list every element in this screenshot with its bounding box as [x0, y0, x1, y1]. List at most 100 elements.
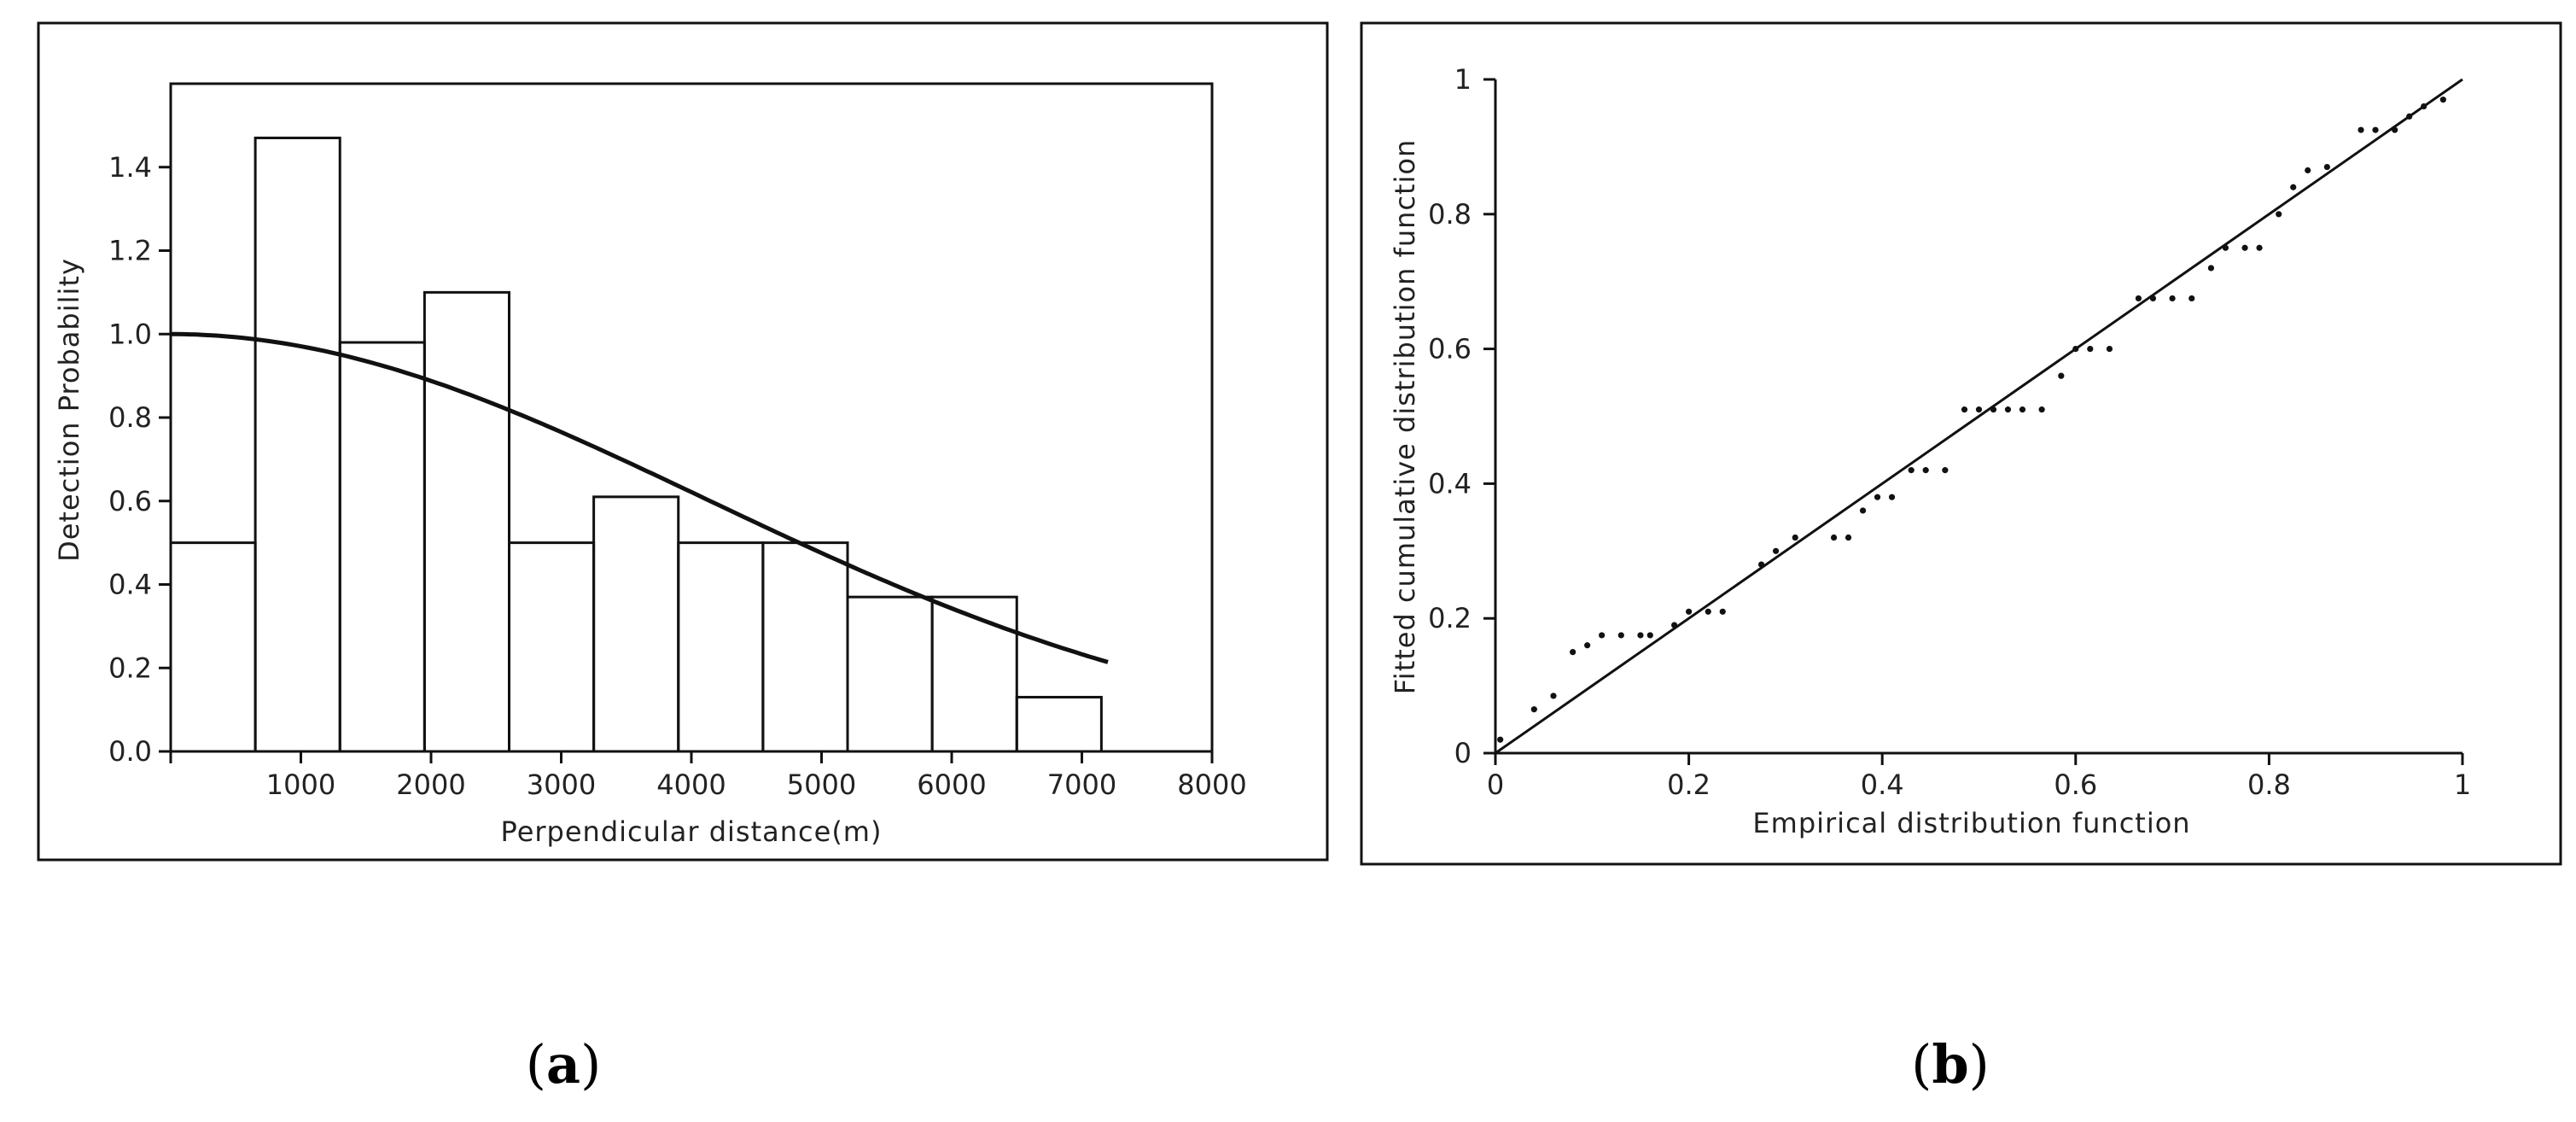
data-point — [2276, 211, 2282, 217]
data-point — [2188, 295, 2194, 301]
panel-a-y-axis-title: Detection Probability — [53, 258, 85, 562]
data-point — [2406, 114, 2412, 120]
panel-b-x-ticks: 0 0.2 0.4 0.6 0.8 1 — [1487, 753, 2471, 801]
x-tick-label: 8000 — [1177, 768, 1246, 801]
data-point — [1705, 609, 1711, 615]
y-tick-label: 1.4 — [108, 151, 152, 184]
x-tick-label: 4000 — [656, 768, 726, 801]
data-point — [1961, 406, 1967, 412]
panel-a-plot-area — [171, 84, 1212, 751]
data-point — [1976, 406, 1982, 412]
x-tick-label: 1000 — [266, 768, 335, 801]
panel-a-x-ticks: 1000 2000 3000 4000 5000 6000 7000 8000 — [171, 751, 1247, 801]
data-point — [2019, 406, 2025, 412]
data-point — [2357, 127, 2363, 133]
data-point — [1909, 467, 1915, 473]
y-tick-label: 0.4 — [1428, 467, 1472, 500]
panel-a-bars — [171, 138, 1101, 751]
data-point — [2087, 346, 2093, 352]
histogram-bar — [594, 497, 679, 751]
x-tick-label: 0.6 — [2054, 768, 2097, 801]
panel-b-points — [1497, 96, 2446, 743]
panel-b-y-ticks: 0 0.2 0.4 0.6 0.8 1 — [1428, 63, 1495, 769]
y-tick-label: 0 — [1454, 737, 1472, 769]
histogram-bar — [510, 543, 594, 751]
data-point — [1845, 535, 1851, 541]
data-point — [2005, 406, 2011, 412]
data-point — [2039, 406, 2045, 412]
data-point — [1923, 467, 1929, 473]
data-point — [2440, 96, 2446, 102]
histogram-bar — [1017, 697, 1101, 751]
data-point — [2256, 245, 2262, 251]
data-point — [2421, 103, 2427, 109]
x-tick-label: 7000 — [1047, 768, 1116, 801]
data-point — [2392, 127, 2398, 133]
histogram-bar — [340, 342, 424, 751]
histogram-bar — [171, 543, 255, 751]
data-point — [1720, 609, 1726, 615]
panel-b-y-axis-title: Fitted cumulative distribution function — [1389, 139, 1421, 695]
data-point — [1550, 692, 1556, 698]
x-tick-label: 2000 — [396, 768, 465, 801]
data-point — [1637, 632, 1643, 638]
data-point — [1599, 632, 1605, 638]
data-point — [1671, 622, 1677, 628]
data-point — [2223, 245, 2229, 251]
x-tick-label: 5000 — [787, 768, 856, 801]
panel-b-pp-plot: 0 0.2 0.4 0.6 0.8 1 0 0.2 0.4 0.6 0.8 1 Empirical … — [1361, 23, 2561, 864]
x-tick-label: 6000 — [917, 768, 986, 801]
y-tick-label: 0.2 — [1428, 602, 1472, 634]
data-point — [2170, 295, 2176, 301]
histogram-bar — [255, 138, 340, 751]
panel-a-y-ticks: 0.0 0.2 0.4 0.6 0.8 1.0 1.2 1.4 — [108, 151, 171, 768]
data-point — [1531, 706, 1537, 712]
data-point — [1497, 737, 1503, 743]
data-point — [1792, 535, 1798, 541]
data-point — [2290, 184, 2296, 190]
y-tick-label: 1 — [1454, 63, 1472, 96]
data-point — [2241, 245, 2247, 251]
x-tick-label: 0.8 — [2247, 768, 2291, 801]
data-point — [1686, 609, 1692, 615]
data-point — [2150, 295, 2156, 301]
y-tick-label: 1.2 — [108, 235, 152, 267]
data-point — [1889, 494, 1895, 500]
y-tick-label: 0.4 — [108, 569, 152, 601]
data-point — [2324, 164, 2330, 170]
y-tick-label: 0.2 — [108, 652, 152, 684]
x-tick-label: 0.2 — [1667, 768, 1711, 801]
panel-a-histogram: 1000 2000 3000 4000 5000 6000 7000 8000 0.0 0.2 0… — [38, 23, 1327, 860]
data-point — [1874, 494, 1880, 500]
data-point — [2058, 373, 2064, 379]
reference-line — [1495, 79, 2462, 753]
x-tick-label: 1 — [2454, 768, 2471, 801]
x-tick-label: 3000 — [527, 768, 596, 801]
panel-b-x-axis-title: Empirical distribution function — [1752, 807, 2190, 839]
data-point — [2305, 167, 2311, 173]
data-point — [1618, 632, 1624, 638]
data-point — [2208, 265, 2214, 271]
data-point — [1570, 649, 1576, 655]
histogram-bar — [932, 597, 1017, 751]
data-point — [2072, 346, 2078, 352]
data-point — [1647, 632, 1653, 638]
data-point — [1860, 507, 1866, 513]
y-tick-label: 1.0 — [108, 318, 152, 350]
data-point — [1758, 561, 1764, 567]
data-point — [1831, 535, 1837, 541]
data-point — [2136, 295, 2142, 301]
panel-a-caption: (a) — [526, 1033, 602, 1096]
y-tick-label: 0.6 — [1428, 333, 1472, 365]
data-point — [2107, 346, 2113, 352]
data-point — [2372, 127, 2378, 133]
panel-b-caption: (b) — [1911, 1033, 1990, 1096]
y-tick-label: 0.6 — [108, 485, 152, 517]
y-tick-label: 0.0 — [108, 735, 152, 768]
panel-b-frame — [1361, 23, 2561, 864]
data-point — [1584, 642, 1590, 648]
data-point — [1773, 548, 1779, 554]
x-tick-label: 0 — [1487, 768, 1504, 801]
histogram-bar — [763, 543, 848, 751]
